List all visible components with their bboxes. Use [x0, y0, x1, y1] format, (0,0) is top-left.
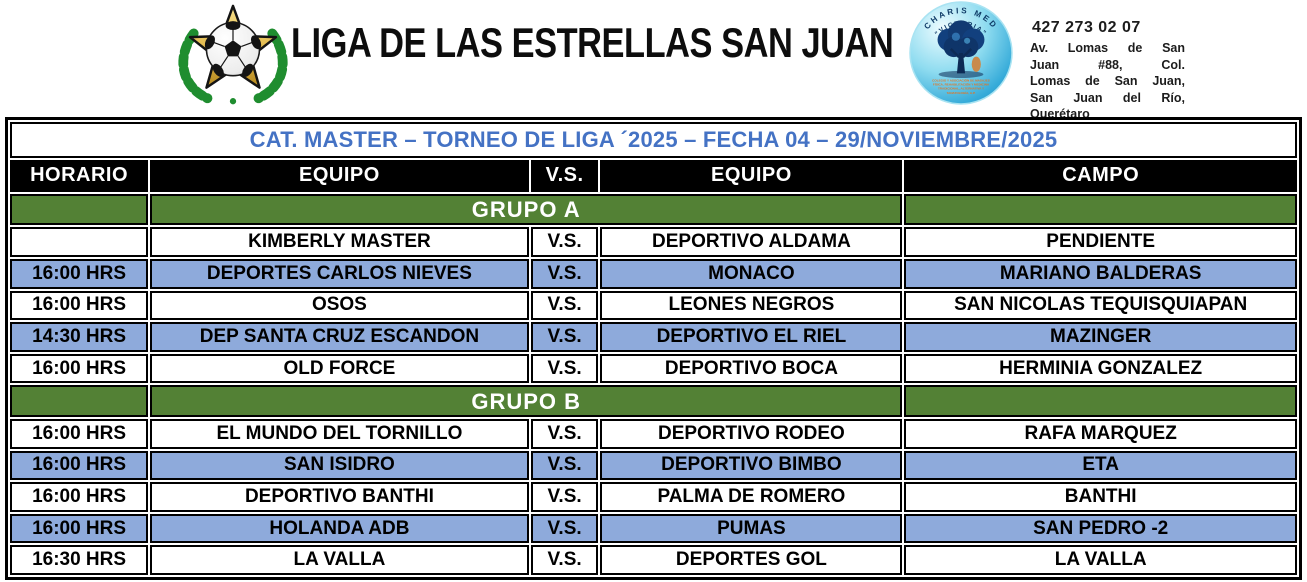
table-title: CAT. MASTER – TORNEO DE LIGA ´2025 – FEC… [10, 122, 1297, 158]
field-cell: ETA [904, 450, 1297, 481]
vs-cell: V.S. [530, 290, 599, 321]
match-row: 16:00 HRS EL MUNDO DEL TORNILLO V.S. DEPORT… [10, 419, 1297, 449]
field-cell: MARIANO BALDERAS [904, 258, 1297, 289]
match-time-cell: 16:00 HRS [10, 290, 149, 321]
match-row: 14:30 HRS DEP SANTA CRUZ ESCANDON V.S. DEPO… [10, 322, 1297, 352]
home-team-cell: SAN ISIDRO [150, 450, 529, 481]
column-header-row: HORARIO EQUIPO V.S. EQUIPO CAMPO [10, 159, 1297, 192]
group-spacer-cell [904, 193, 1297, 226]
match-row: 16:30 HRS LA VALLA V.S. DEPORTES GOL LA VALL… [10, 545, 1297, 575]
schedule-table-body: CAT. MASTER – TORNEO DE LIGA ´2025 – FEC… [10, 122, 1297, 575]
field-cell: MAZINGER [904, 322, 1297, 352]
column-header-vs: V.S. [530, 159, 599, 192]
tiger-figure-icon [971, 56, 981, 72]
home-team-cell: LA VALLA [150, 545, 529, 575]
group-spacer-cell [904, 385, 1297, 417]
match-time-cell: 16:00 HRS [10, 450, 149, 481]
match-row: 16:00 HRS DEPORTES CARLOS NIEVES V.S. MONAC… [10, 258, 1297, 289]
field-cell: SAN PEDRO -2 [904, 513, 1297, 544]
tree-of-life-icon [937, 20, 985, 78]
away-team-cell: DEPORTIVO BIMBO [600, 450, 903, 481]
field-cell: HERMINIA GONZALEZ [904, 353, 1297, 384]
home-team-cell: OLD FORCE [150, 353, 529, 384]
address-line: San Juan del Río, [1030, 90, 1185, 105]
address-line: Av. Lomas de San [1030, 41, 1185, 55]
logo-fine-print: COLEGIO Y ASOCIACIÓN DE MASAJES FÍSICA, … [932, 78, 990, 95]
home-team-cell: EL MUNDO DEL TORNILLO [150, 419, 529, 449]
field-cell: BANTHI [904, 482, 1297, 512]
group-spacer-cell [10, 385, 149, 417]
column-header-campo: CAMPO [904, 159, 1297, 192]
home-team-cell: DEPORTIVO BANTHI [150, 482, 529, 512]
vs-cell: V.S. [530, 322, 599, 352]
svg-text:COLEGIO Y ASOCIACIÓN DE MASAJE: COLEGIO Y ASOCIACIÓN DE MASAJES [932, 78, 990, 83]
column-header-horario: HORARIO [10, 159, 149, 192]
vs-cell: V.S. [530, 353, 599, 384]
field-cell: LA VALLA [904, 545, 1297, 575]
group-label-cell: GRUPO A [150, 193, 903, 226]
field-cell: PENDIENTE [904, 227, 1297, 257]
match-time-cell: 16:00 HRS [10, 258, 149, 289]
laurel-wreath-icon [178, 28, 288, 105]
sponsor-phone: 427 273 02 07 [1032, 19, 1141, 36]
away-team-cell: DEPORTIVO BOCA [600, 353, 903, 384]
match-row: KIMBERLY MASTER V.S. DEPORTIVO ALDAMA PENDI… [10, 227, 1297, 257]
home-team-cell: DEP SANTA CRUZ ESCANDON [150, 322, 529, 352]
svg-text:TRADICIONAL, ALTERNATIVA Y: TRADICIONAL, ALTERNATIVA Y [938, 87, 984, 91]
match-row: 16:00 HRS OLD FORCE V.S. DEPORTIVO BOCA HERM… [10, 353, 1297, 384]
league-crest-logo [178, 4, 288, 105]
match-time-cell: 14:30 HRS [10, 322, 149, 352]
home-team-cell: DEPORTES CARLOS NIEVES [150, 258, 529, 289]
home-team-cell: HOLANDA ADB [150, 513, 529, 544]
match-row: 16:00 HRS SAN ISIDRO V.S. DEPORTIVO BIMBO ET… [10, 450, 1297, 481]
home-team-cell: OSOS [150, 290, 529, 321]
away-team-cell: PALMA DE ROMERO [600, 482, 903, 512]
sponsor-contact-block: 427 273 02 07 Av. Lomas de San Juan #88,… [1030, 19, 1185, 123]
away-team-cell: DEPORTIVO RODEO [600, 419, 903, 449]
away-team-cell: LEONES NEGROS [600, 290, 903, 321]
match-time-cell: 16:00 HRS [10, 482, 149, 512]
field-cell: RAFA MARQUEZ [904, 419, 1297, 449]
match-time-cell: 16:00 HRS [10, 419, 149, 449]
address-line: Juan #88, Col. [1030, 57, 1185, 72]
match-row: 16:00 HRS DEPORTIVO BANTHI V.S. PALMA DE RO… [10, 482, 1297, 512]
schedule-table: CAT. MASTER – TORNEO DE LIGA ´2025 – FEC… [5, 117, 1302, 580]
soccer-ball-icon [204, 21, 262, 77]
match-time-cell: 16:00 HRS [10, 513, 149, 544]
away-team-cell: DEPORTIVO EL RIEL [600, 322, 903, 352]
vs-cell: V.S. [530, 513, 599, 544]
group-header-row: GRUPO A [10, 193, 1297, 226]
match-time-cell [10, 227, 149, 257]
vs-cell: V.S. [530, 227, 599, 257]
field-cell: SAN NICOLAS TEQUISQUIAPAN [904, 290, 1297, 321]
sponsor-address: Av. Lomas de San Juan #88, Col. Lomas de… [1030, 40, 1185, 123]
vs-cell: V.S. [530, 545, 599, 575]
vs-cell: V.S. [530, 419, 599, 449]
vs-cell: V.S. [530, 258, 599, 289]
match-row: 16:00 HRS HOLANDA ADB V.S. PUMAS SAN PEDRO -… [10, 513, 1297, 544]
away-team-cell: PUMAS [600, 513, 903, 544]
away-team-cell: DEPORTIVO ALDAMA [600, 227, 903, 257]
table-title-row: CAT. MASTER – TORNEO DE LIGA ´2025 – FEC… [10, 122, 1297, 158]
address-line: Lomas de San Juan, [1030, 74, 1185, 88]
svg-text:FÍSICA, REHABILITACIÓN Y MEDIC: FÍSICA, REHABILITACIÓN Y MEDICINA [933, 82, 990, 87]
vs-cell: V.S. [530, 482, 599, 512]
charis-med-logo: CHARIS MED "VICTORIA" COLEGIO Y ASOCIACI… [909, 1, 1013, 105]
away-team-cell: MONACO [600, 258, 903, 289]
masthead: LIGA DE LAS ESTRELLAS SAN JUAN CHARIS ME… [0, 0, 1307, 121]
match-time-cell: 16:30 HRS [10, 545, 149, 575]
vs-cell: V.S. [530, 450, 599, 481]
column-header-equipo-home: EQUIPO [150, 159, 529, 192]
away-team-cell: DEPORTES GOL [600, 545, 903, 575]
group-header-row: GRUPO B [10, 385, 1297, 417]
league-title: LIGA DE LAS ESTRELLAS SAN JUAN [291, 20, 894, 66]
home-team-cell: KIMBERLY MASTER [150, 227, 529, 257]
svg-text:TANATOLOGÍA, A.P.: TANATOLOGÍA, A.P. [947, 90, 976, 95]
group-spacer-cell [10, 193, 149, 226]
match-row: 16:00 HRS OSOS V.S. LEONES NEGROS SAN NICOLA… [10, 290, 1297, 321]
match-time-cell: 16:00 HRS [10, 353, 149, 384]
column-header-equipo-away: EQUIPO [600, 159, 903, 192]
group-label-cell: GRUPO B [150, 385, 903, 417]
